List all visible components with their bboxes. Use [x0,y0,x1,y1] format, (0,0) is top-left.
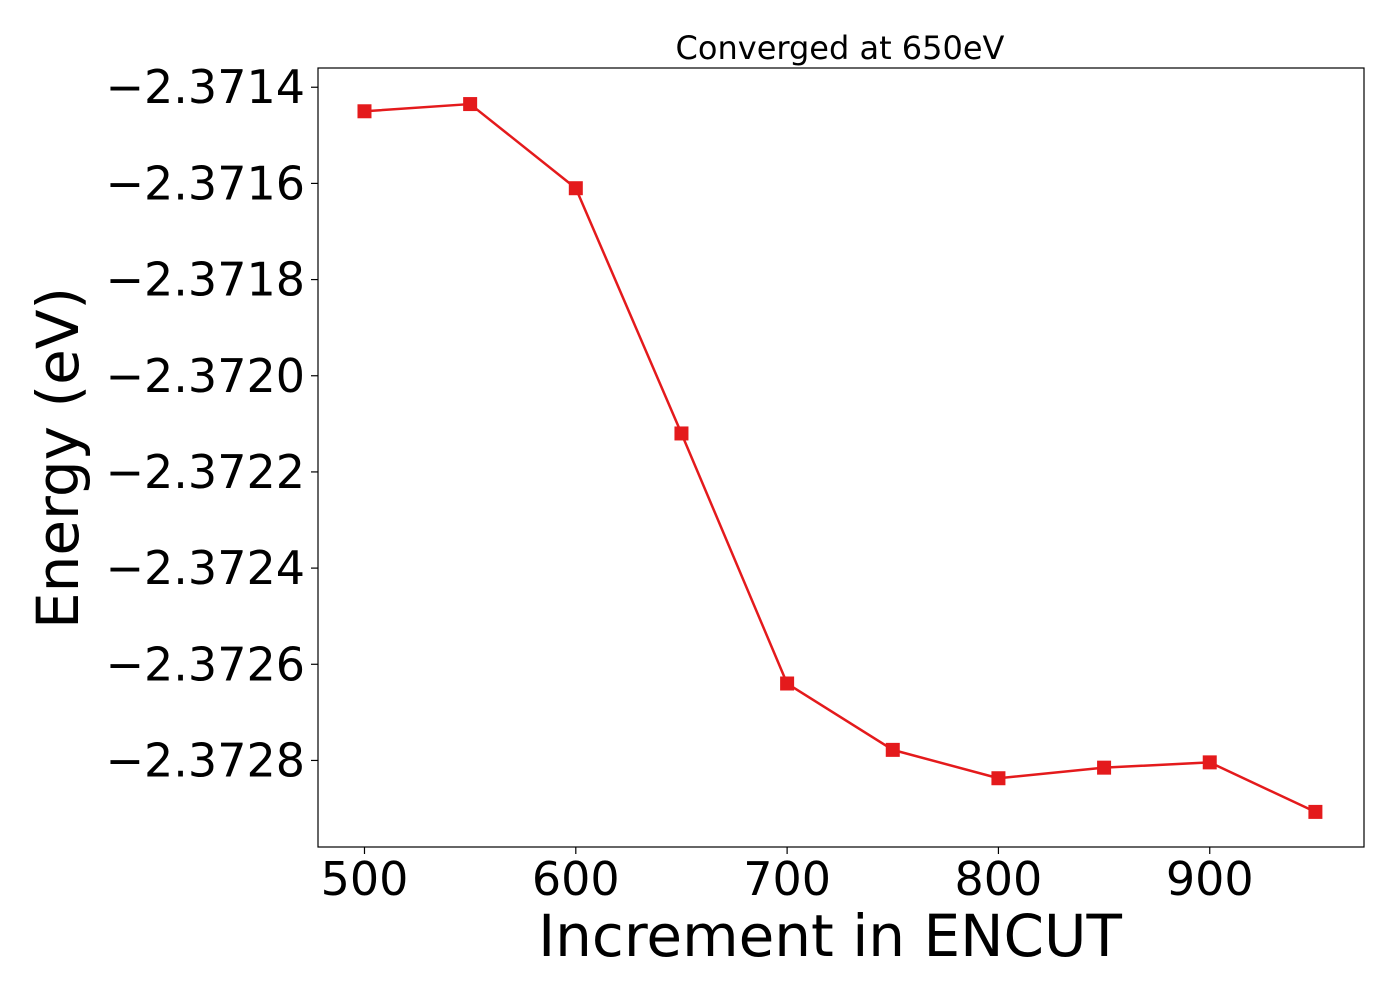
data-point-marker [885,742,900,757]
series-line [364,102,1316,814]
y-tick-label: −2.3724 [106,541,306,595]
y-tick-label: −2.3714 [106,60,306,114]
data-point-marker [357,104,372,119]
plot-frame [317,67,1365,848]
data-point-marker [1308,804,1323,819]
y-tick-label: −2.3716 [106,156,306,210]
y-tick-label: −2.3726 [106,637,306,691]
x-tick-label: 800 [955,852,1043,906]
y-tick-label: −2.3728 [106,733,306,787]
y-axis-title: Energy (eV) [24,287,92,629]
data-point-marker [463,97,478,112]
data-point-marker [991,771,1006,786]
x-tick-label: 700 [743,852,831,906]
y-tick-label: −2.3722 [106,445,306,499]
data-point-marker [1202,755,1217,770]
x-axis-ticks: 500 600 700 800 900 [321,847,1254,906]
x-tick-label: 500 [321,852,409,906]
x-tick-label: 900 [1166,852,1254,906]
data-point-marker [568,181,583,196]
data-point-marker [780,676,795,691]
chart-title: Converged at 650eV [676,29,1005,67]
y-tick-label: −2.3718 [106,253,306,307]
plot-area [357,97,1323,819]
y-tick-label: −2.3720 [106,349,306,403]
y-axis-ticks: −2.3714 −2.3716 −2.3718 −2.3720 −2.3722 −2.37… [106,60,318,787]
data-point-marker [674,426,689,441]
x-tick-label: 600 [532,852,620,906]
data-point-marker [1097,760,1112,775]
x-axis-title: Increment in ENCUT [538,902,1122,970]
